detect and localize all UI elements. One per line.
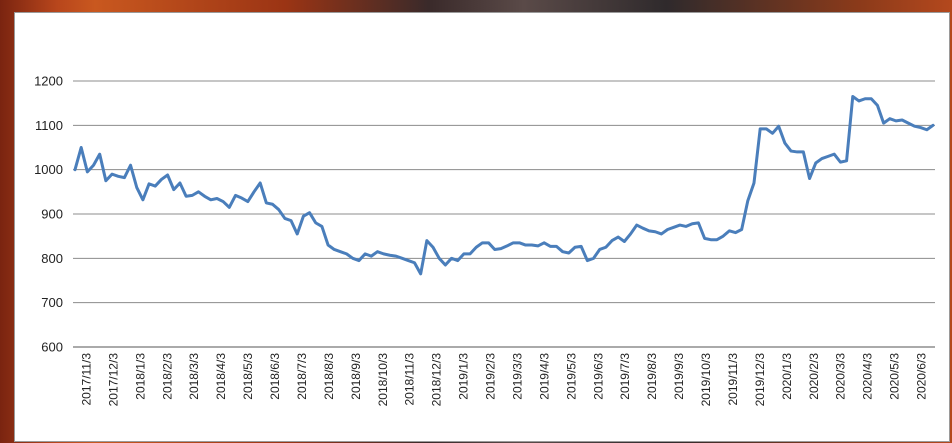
x-tick-label: 2019/8/3 — [645, 353, 659, 400]
x-tick-label: 2019/3/3 — [510, 353, 524, 400]
x-tick-label: 2018/9/3 — [349, 353, 363, 400]
x-tick-label: 2018/12/3 — [430, 353, 444, 407]
x-tick-label: 2018/5/3 — [241, 353, 255, 400]
x-tick-label: 2019/1/3 — [457, 353, 471, 400]
x-tick-label: 2019/12/3 — [753, 353, 767, 407]
x-tick-label: 2018/10/3 — [376, 353, 390, 407]
x-tick-label: 2020/4/3 — [861, 353, 875, 400]
x-tick-label: 2018/3/3 — [187, 353, 201, 400]
y-tick-label: 600 — [41, 340, 63, 355]
x-tick-label: 2019/5/3 — [564, 353, 578, 400]
y-tick-label: 900 — [41, 207, 63, 222]
y-tick-label: 1100 — [35, 118, 63, 133]
x-tick-label: 2018/1/3 — [133, 353, 147, 400]
x-tick-label: 2017/12/3 — [106, 353, 120, 407]
x-tick-label: 2018/11/3 — [403, 353, 417, 406]
x-tick-label: 2020/6/3 — [915, 353, 929, 400]
x-tick-label: 2017/11/3 — [79, 353, 93, 406]
x-tick-label: 2018/7/3 — [295, 353, 309, 400]
y-tick-labels: 600 700 800 900 1000 1100 1200 — [34, 74, 63, 355]
y-tick-label: 700 — [41, 295, 63, 310]
x-tick-label: 2018/8/3 — [322, 353, 336, 400]
x-tick-label: 2019/11/3 — [726, 353, 740, 406]
x-tick-label: 2020/1/3 — [780, 353, 794, 400]
x-tick-label: 2020/5/3 — [888, 353, 902, 400]
x-tick-label: 2018/4/3 — [214, 353, 228, 400]
x-tick-label: 2019/7/3 — [618, 353, 632, 400]
x-tick-label: 2019/2/3 — [484, 353, 498, 400]
x-tick-label: 2019/10/3 — [699, 353, 713, 407]
x-tick-label: 2019/6/3 — [591, 353, 605, 400]
y-tick-label: 1200 — [34, 74, 63, 89]
y-tick-label: 1000 — [34, 162, 63, 177]
x-tick-labels: 2017/11/3 2017/12/3 2018/1/3 2018/2/3 2018/3… — [79, 353, 928, 407]
chart-panel: 600 700 800 900 1000 1100 1200 2017/11/3 2017/1… — [14, 12, 950, 442]
x-tick-label: 2020/3/3 — [834, 353, 848, 400]
x-tick-label: 2019/9/3 — [672, 353, 686, 400]
series-line — [73, 95, 935, 276]
x-tick-label: 2019/4/3 — [537, 353, 551, 400]
x-tick-label: 2020/2/3 — [807, 353, 821, 400]
gridlines — [73, 80, 935, 348]
y-tick-label: 800 — [41, 251, 63, 266]
x-tick-label: 2018/6/3 — [268, 353, 282, 400]
x-tick-label: 2018/2/3 — [160, 353, 174, 400]
